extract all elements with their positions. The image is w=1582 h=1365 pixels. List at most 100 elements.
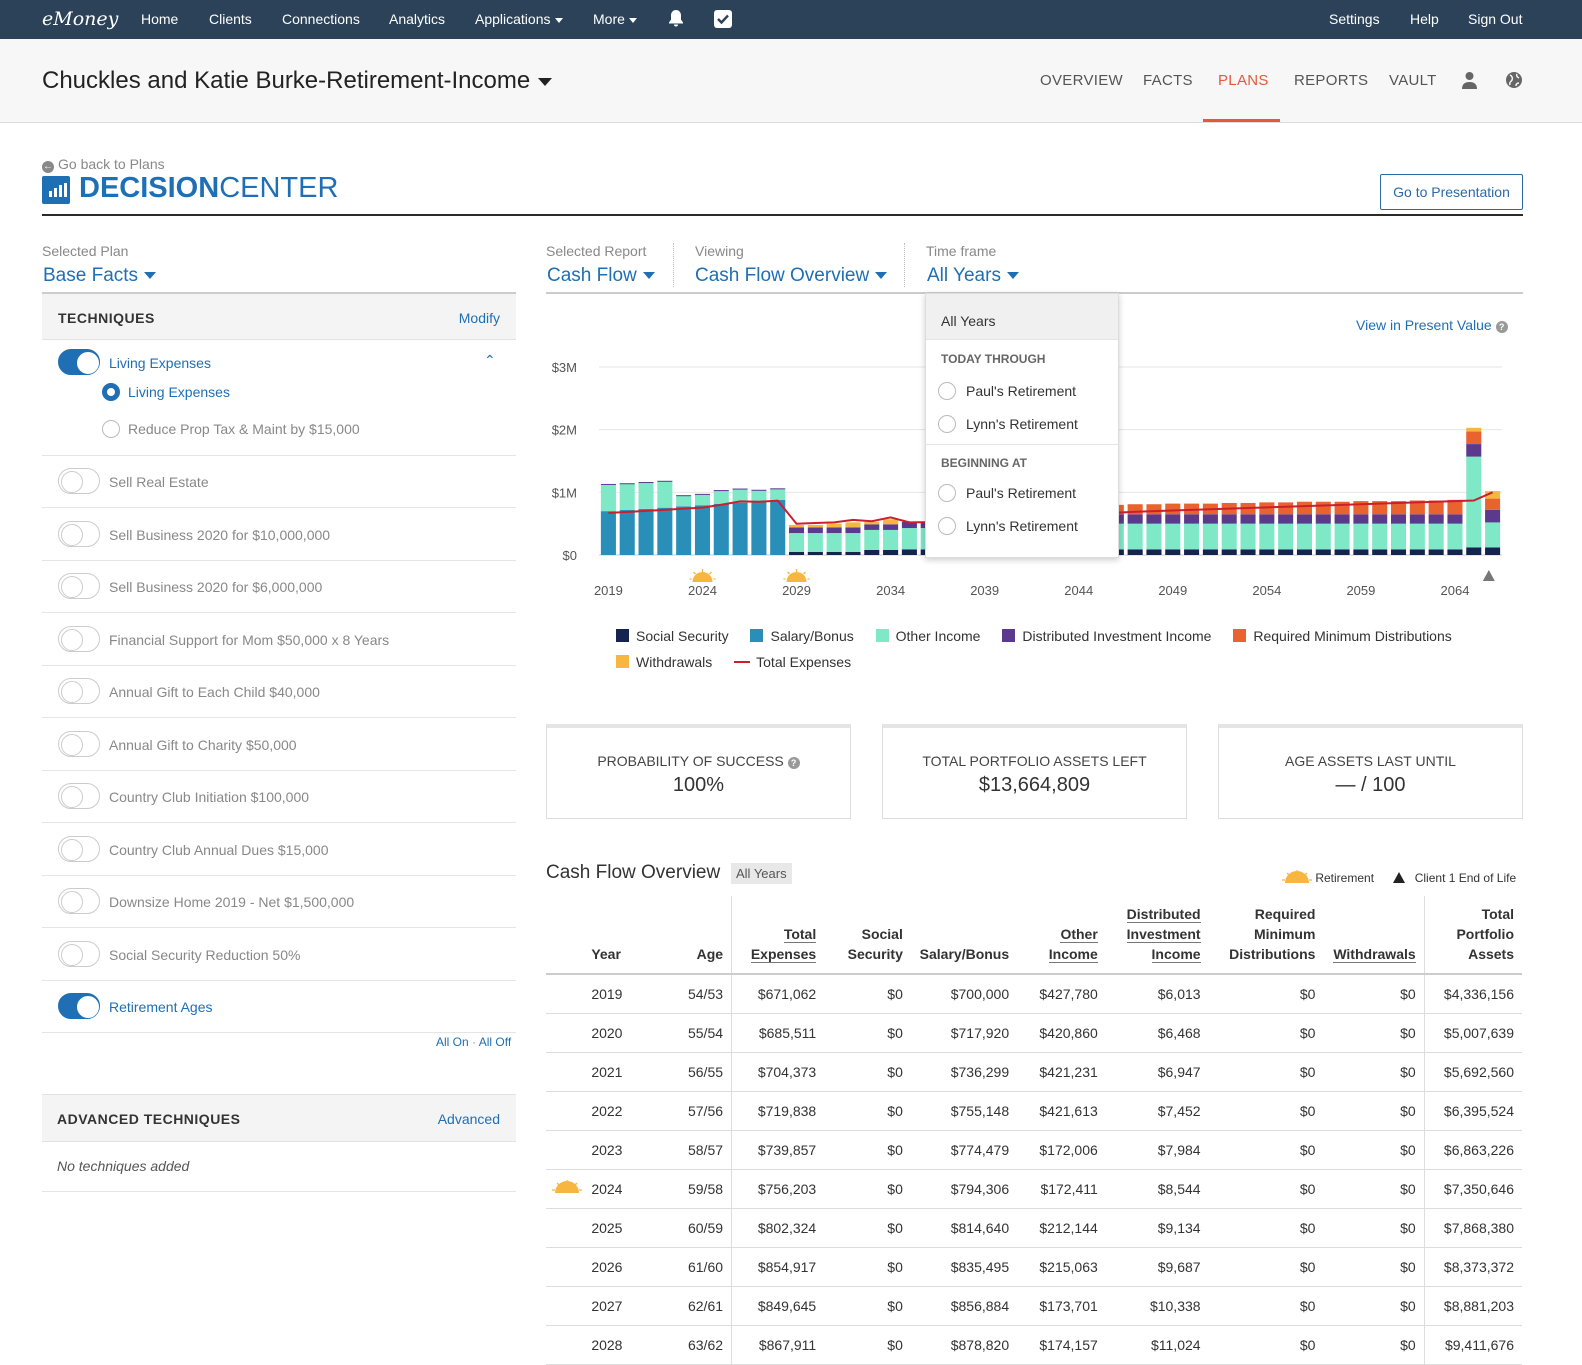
all-on-link[interactable]: All On: [436, 1035, 469, 1049]
present-value-link[interactable]: View in Present Value ?: [1356, 317, 1508, 333]
back-to-plans-link[interactable]: ← Go back to Plans: [42, 156, 165, 173]
tab-plans[interactable]: PLANS: [1218, 72, 1269, 89]
tab-vault[interactable]: VAULT: [1389, 72, 1437, 89]
chevron-up-icon[interactable]: ⌃: [484, 352, 496, 368]
nav-connections[interactable]: Connections: [282, 11, 360, 27]
row-marker: [546, 1169, 592, 1209]
legend-retirement: Retirement: [1315, 871, 1375, 885]
cell-salary-bonus: $878,820: [910, 1325, 1018, 1365]
cell-total-portfolio-assets: $6,863,226: [1424, 1130, 1522, 1170]
go-to-presentation-button[interactable]: Go to Presentation: [1380, 174, 1523, 210]
col-year[interactable]: Year: [591, 896, 631, 975]
nav-applications[interactable]: Applications: [475, 11, 563, 27]
col-other-income[interactable]: Other Income: [1017, 896, 1106, 975]
legend-swatch: [616, 629, 629, 642]
selected-plan-dropdown[interactable]: Base Facts: [43, 265, 157, 287]
menu-item-all-years[interactable]: All Years: [926, 294, 1118, 339]
menu-radio[interactable]: [938, 517, 956, 535]
selected-report-dropdown[interactable]: Cash Flow: [547, 265, 655, 287]
technique-toggle[interactable]: [58, 573, 100, 599]
advanced-link[interactable]: Advanced: [437, 1111, 500, 1127]
technique-toggle[interactable]: [58, 520, 100, 547]
menu-item-pauls-retirement-through[interactable]: Paul's Retirement: [926, 376, 1118, 409]
help-icon[interactable]: ?: [787, 757, 800, 769]
time-frame-dropdown[interactable]: All Years: [927, 265, 1019, 287]
col-label: Distributed: [1126, 906, 1201, 923]
technique-toggle[interactable]: [58, 625, 100, 652]
col-age[interactable]: Age: [630, 896, 733, 975]
globe-icon[interactable]: [1505, 71, 1523, 94]
cell-distributed-investment-income: $10,338: [1105, 1286, 1209, 1326]
tab-facts[interactable]: FACTS: [1143, 72, 1193, 89]
col-salary-bonus[interactable]: Salary/Bonus: [910, 896, 1018, 975]
cell-year: 2026: [591, 1247, 631, 1287]
bell-icon[interactable]: [667, 9, 685, 31]
nav-settings[interactable]: Settings: [1329, 11, 1380, 27]
bar-segment-distributed: [1334, 514, 1350, 524]
technique-toggle[interactable]: [58, 835, 100, 862]
technique-toggle[interactable]: [58, 783, 100, 809]
bar-segment-withdrawals: [845, 522, 861, 528]
col-total-portfolio-assets[interactable]: Total Portfolio Assets: [1424, 896, 1522, 975]
metric-label: PROBABILITY OF SUCCESS ?: [547, 753, 850, 769]
menu-item-lynns-retirement-beginning[interactable]: Lynn's Retirement: [926, 511, 1118, 544]
nav-more[interactable]: More: [593, 11, 637, 27]
nav-help[interactable]: Help: [1410, 11, 1439, 27]
menu-radio[interactable]: [938, 484, 956, 502]
cell-salary-bonus: $774,479: [910, 1130, 1018, 1170]
living-expenses-radio[interactable]: [102, 383, 120, 401]
bar-segment-salary: [751, 501, 767, 555]
advanced-heading: ADVANCED TECHNIQUES: [57, 1111, 241, 1127]
chevron-down-icon: [144, 272, 157, 280]
technique-toggle[interactable]: [58, 993, 100, 1019]
bar-segment-salary: [619, 510, 635, 555]
legend-label: Social Security: [636, 628, 729, 644]
table-row: 2022 57/56 $719,838 $0 $755,148 $421,613 $7,45…: [546, 1091, 1522, 1131]
help-icon[interactable]: ?: [1495, 321, 1508, 333]
col-social-security[interactable]: Social Security: [824, 896, 911, 975]
modify-link[interactable]: Modify: [458, 310, 500, 326]
bar-segment-social-security: [1485, 547, 1501, 555]
bar-segment-salary: [694, 505, 710, 555]
col-withdrawals[interactable]: Withdrawals: [1323, 896, 1425, 975]
nav-sign-out[interactable]: Sign Out: [1468, 11, 1523, 27]
technique-toggle[interactable]: [58, 468, 100, 494]
bar-segment-other-income: [1165, 523, 1181, 550]
menu-radio[interactable]: [938, 382, 956, 400]
filter-divider: [673, 243, 674, 287]
tasks-check-icon[interactable]: [714, 10, 732, 31]
cell-rmd: $0: [1208, 1091, 1324, 1131]
technique-toggle[interactable]: [58, 678, 100, 704]
table-row: 2023 58/57 $739,857 $0 $774,479 $172,006 $7,98…: [546, 1130, 1522, 1170]
col-total-expenses[interactable]: Total Expenses: [731, 896, 825, 975]
living-expenses-toggle[interactable]: [58, 349, 100, 375]
bar-segment-social-security: [1334, 549, 1350, 555]
menu-item-lynns-retirement-through[interactable]: Lynn's Retirement: [926, 409, 1118, 442]
menu-radio[interactable]: [938, 415, 956, 433]
viewing-dropdown[interactable]: Cash Flow Overview: [695, 265, 888, 287]
col-distributed-investment-income[interactable]: Distributed Investment Income: [1105, 896, 1209, 975]
tab-reports[interactable]: REPORTS: [1294, 72, 1369, 89]
back-arrow-icon: ←: [42, 161, 54, 173]
technique-toggle[interactable]: [58, 940, 100, 967]
bar-segment-distributed: [732, 488, 748, 490]
technique-toggle[interactable]: [58, 888, 100, 914]
col-required-minimum-distributions[interactable]: Required Minimum Distributions: [1208, 896, 1324, 975]
menu-item-pauls-retirement-beginning[interactable]: Paul's Retirement: [926, 478, 1118, 511]
emoney-logo[interactable]: eMoney: [42, 8, 119, 30]
tab-overview[interactable]: OVERVIEW: [1040, 72, 1123, 89]
cell-age: 57/56: [630, 1091, 733, 1131]
user-icon[interactable]: [1462, 71, 1477, 94]
reduce-prop-tax-radio[interactable]: [102, 420, 120, 438]
all-off-link[interactable]: All Off: [478, 1035, 512, 1049]
nav-home[interactable]: Home: [141, 11, 179, 27]
plan-title[interactable]: Chuckles and Katie Burke-Retirement-Inco…: [42, 67, 553, 95]
nav-analytics[interactable]: Analytics: [389, 11, 446, 27]
bar-segment-withdrawals: [1466, 427, 1482, 432]
cell-age: 55/54: [630, 1013, 733, 1053]
nav-clients[interactable]: Clients: [209, 11, 252, 27]
technique-toggle[interactable]: [58, 730, 100, 757]
cell-total-expenses: $756,203: [731, 1169, 825, 1209]
cell-other-income: $212,144: [1017, 1208, 1106, 1248]
cell-rmd: $0: [1208, 1052, 1324, 1092]
